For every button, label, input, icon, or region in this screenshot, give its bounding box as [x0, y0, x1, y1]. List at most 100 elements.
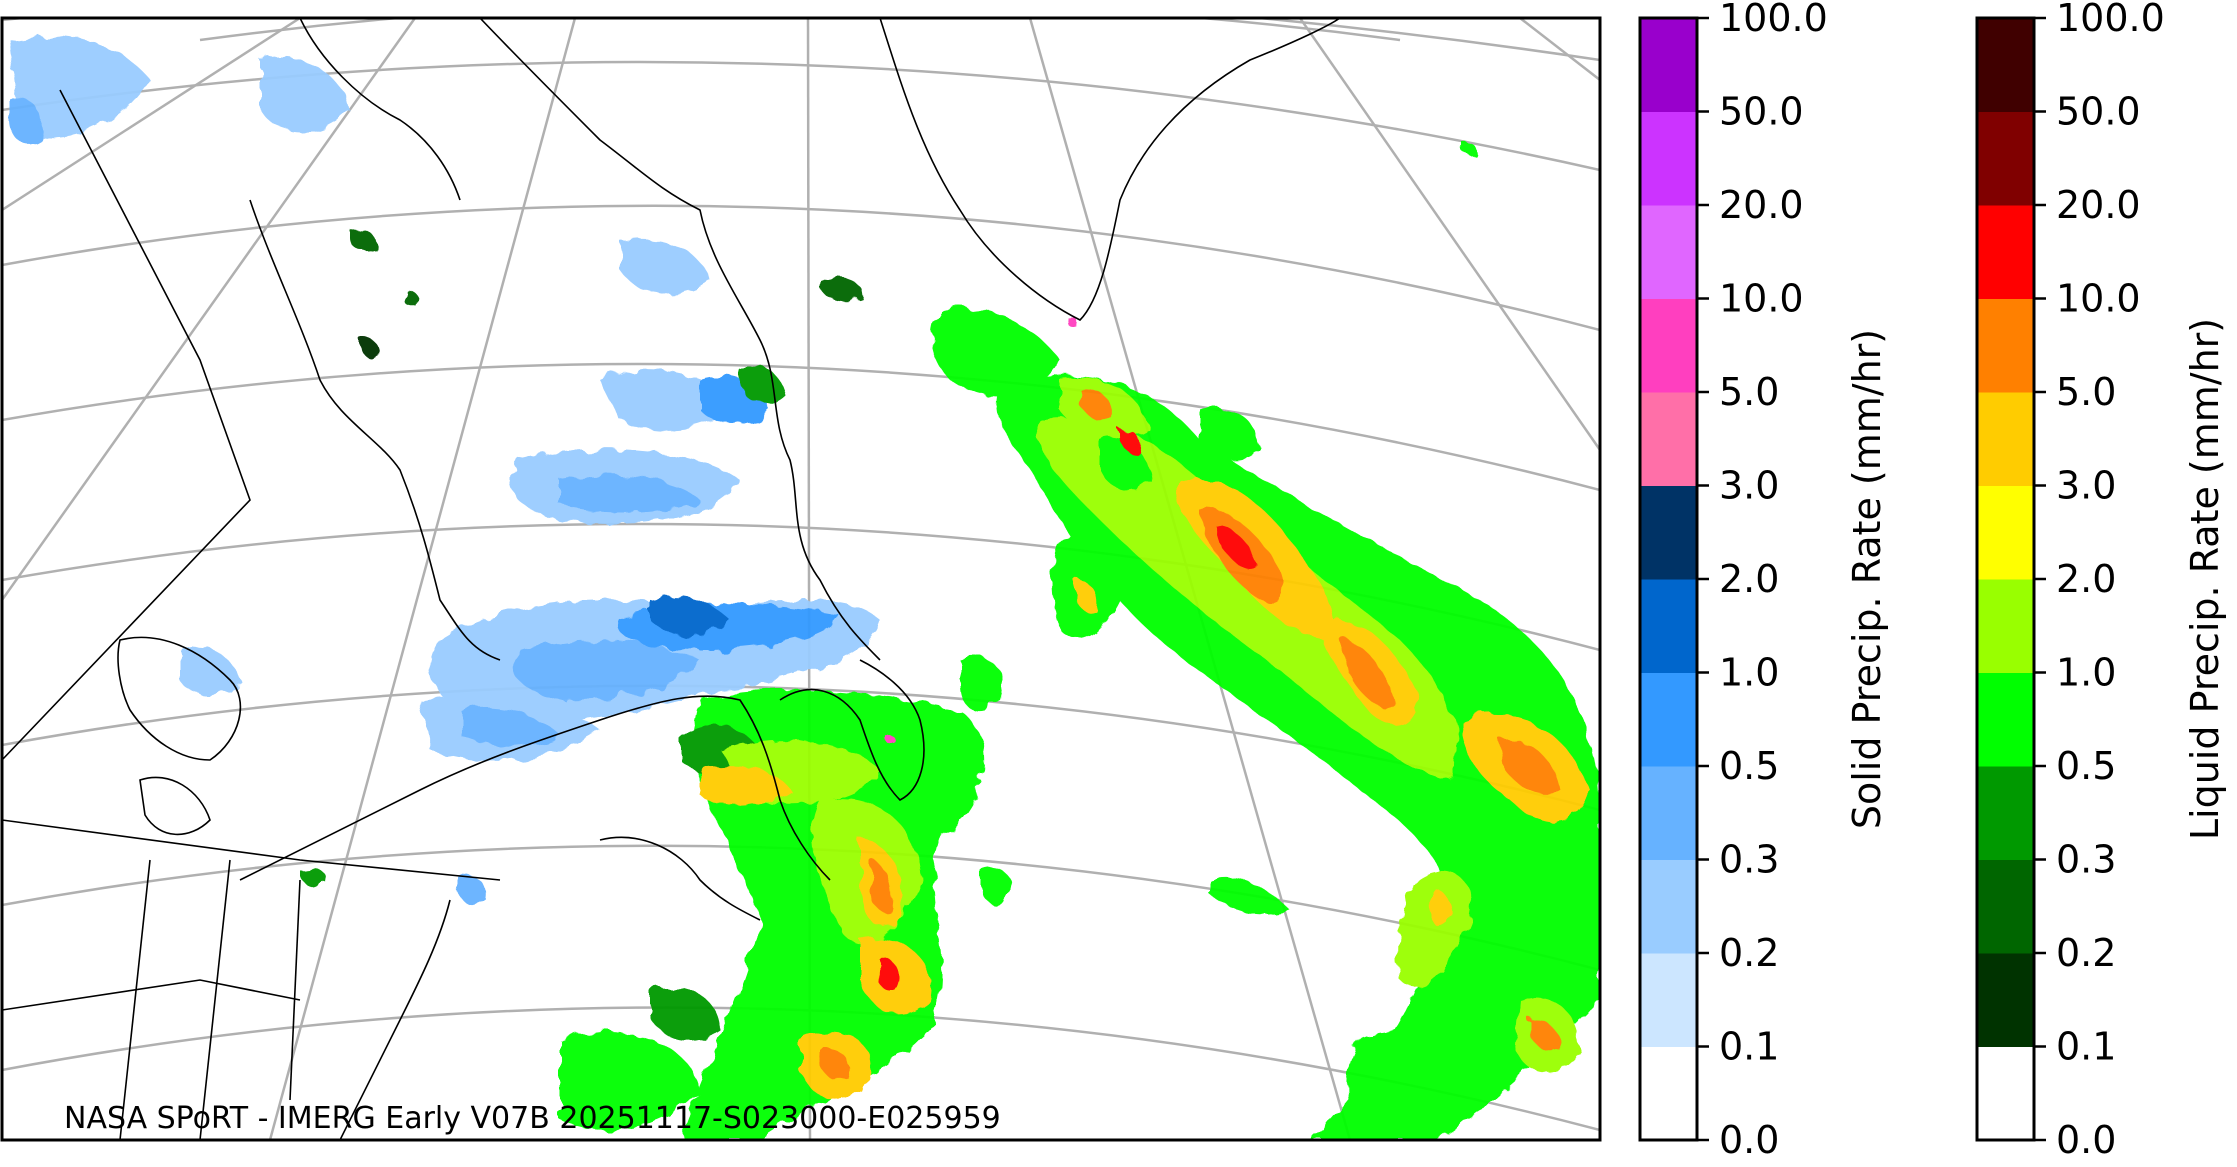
colorbar-segment [1977, 18, 2034, 112]
liquid-precip-area [819, 1049, 850, 1080]
colorbar-segment [1977, 1046, 2034, 1141]
colorbar-segment [1977, 298, 2034, 393]
colorbar-tick-label: 0.1 [2056, 1025, 2116, 1069]
colorbar-tick-label: 1.0 [1719, 651, 1779, 695]
colorbar-segment [1640, 766, 1697, 860]
liquid-precip-area [1340, 640, 1395, 707]
liquid-precip-area [1530, 1019, 1559, 1051]
colorbar-tick-label: 5.0 [1719, 370, 1779, 414]
colorbar-tick-label: 1.0 [2056, 651, 2116, 695]
greenland-coast [879, 18, 1341, 321]
colorbar-tick-label: 0.3 [2056, 838, 2116, 882]
liquid-precip-area [1346, 1032, 1460, 1140]
solid-precip-area [10, 36, 150, 138]
liquid-precip-area [300, 868, 329, 887]
nova-scotia-coast [599, 836, 761, 921]
liquid-precip-area [404, 289, 420, 309]
liquid-precip-area [1429, 889, 1451, 929]
latitude-line [2, 60, 1600, 172]
colorbar-segment [1977, 485, 2034, 580]
precipitation-overlay [10, 36, 1600, 1140]
latitude-line [199, 18, 1401, 42]
longitude-line [1519, 18, 1600, 81]
colorbar-segment [1977, 672, 2034, 767]
liquid-precip-area [1075, 579, 1097, 612]
border-line [289, 879, 301, 1101]
longitude-line [268, 18, 577, 1140]
labrador-coast [479, 18, 881, 661]
liquid-precip-area [1500, 739, 1560, 794]
colorbar-tick-label: 20.0 [1719, 183, 1804, 227]
liquid-precip-area [980, 867, 1013, 905]
liquid-precip-area [960, 657, 1003, 711]
colorbar-tick-label: 100.0 [2056, 0, 2165, 40]
hudson-bay-coast [249, 199, 501, 661]
solid-precip-area [260, 57, 350, 133]
colorbar-tick-label: 5.0 [2056, 370, 2116, 414]
solid-precip-area [884, 733, 895, 744]
colorbar-tick-label: 10.0 [2056, 277, 2141, 321]
newfoundland-coast [779, 659, 925, 801]
colorbar-segment [1640, 672, 1697, 767]
latitude-line [2, 18, 1600, 62]
solid-precip-colorbar: 0.0 0.1 0.2 0.3 0.5 1.0 2.0 3.0 5.0 10.0 20.0 50.0 1… [1638, 0, 1889, 1162]
liquid-precip-area [1120, 429, 1142, 453]
solid-precip-area [560, 476, 700, 512]
liquid-precip-area [1398, 872, 1472, 987]
liquid-precip-area [931, 307, 1060, 398]
colorbar-segment [1977, 953, 2034, 1047]
longitude-line [2, 18, 417, 601]
map-source-label: NASA SPoRT - IMERG Early V07B 20251117-S… [64, 1101, 1001, 1136]
solid-precip-area [650, 596, 730, 635]
colorbar-tick-label: 50.0 [1719, 90, 1804, 134]
border-line [2, 819, 501, 881]
colorbar-segment [1977, 579, 2034, 673]
colorbar-segment [1640, 18, 1697, 112]
liquid-precip-area [560, 1032, 700, 1130]
coastlines [2, 18, 1341, 1140]
map-panel: NASA SPoRT - IMERG Early V07B 20251117-S… [0, 16, 1602, 1142]
colorbar-tick-label: 0.5 [2056, 744, 2116, 788]
colorbar-segment [1977, 111, 2034, 206]
colorbar-tick-label: 10.0 [1719, 277, 1804, 321]
solid-precip-area [512, 639, 700, 700]
liquid-precip-colorbar: 0.0 0.1 0.2 0.3 0.5 1.0 2.0 3.0 5.0 10.0 20.0 50.0 1… [1975, 0, 2227, 1162]
colorbar-tick-label: 0.2 [2056, 931, 2116, 975]
border-line [119, 859, 151, 1140]
colorbar-tick-label: 0.5 [1719, 744, 1779, 788]
liquid-precip-area [820, 276, 863, 302]
colorbar-segment [1640, 859, 1697, 954]
great-lakes-coast [139, 776, 211, 836]
latitude-line [470, 18, 1140, 20]
solid-precip-area [1067, 317, 1078, 328]
liquid-precip-area [700, 766, 790, 806]
colorbar-tick-label: 50.0 [2056, 90, 2141, 134]
border-line [199, 859, 231, 1140]
colorbar-tick-label: 2.0 [1719, 557, 1779, 601]
colorbar-tick-label: 0.0 [2056, 1118, 2116, 1162]
liquid-precip-area [1038, 418, 1458, 780]
gulf-of-st-lawrence-coast [239, 695, 831, 881]
colorbar-segment [1640, 392, 1697, 486]
baffin-coast [299, 18, 461, 201]
border-line [2, 979, 301, 1011]
colorbar-segment [1977, 859, 2034, 954]
colorbar-segment [1640, 205, 1697, 299]
great-lakes-coast [117, 636, 242, 761]
solid-precip-area [460, 708, 560, 747]
solid-precip-area [620, 237, 710, 294]
colorbar-tick-label: 3.0 [2056, 464, 2116, 508]
liquid-precip-area [1200, 407, 1260, 461]
colorbar-segment [1977, 766, 2034, 860]
liquid-precip-area [878, 959, 900, 991]
colorbar-tick-label: 3.0 [1719, 464, 1779, 508]
solid-precip-area [460, 876, 486, 906]
colorbar-tick-label: 0.1 [1719, 1025, 1779, 1069]
solid-precip-area [10, 99, 43, 144]
longitude-line [2, 18, 301, 212]
colorbar-segment [1640, 111, 1697, 206]
colorbar-tick-label: 0.0 [1719, 1118, 1779, 1162]
colorbar-segment [1640, 953, 1697, 1047]
liquid-precip-area [1459, 139, 1476, 155]
